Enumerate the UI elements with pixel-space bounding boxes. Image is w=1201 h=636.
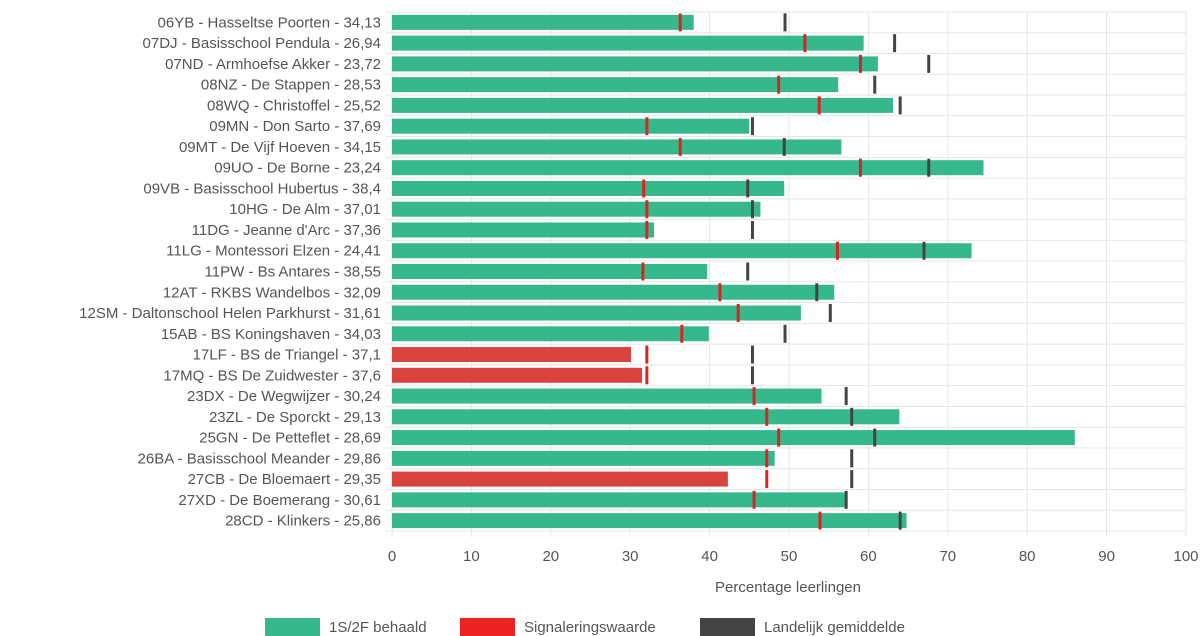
category-label: 17LF - BS de Triangel - 37,1: [193, 347, 381, 364]
bar: [392, 284, 835, 300]
bar: [392, 139, 842, 155]
category-label: 11LG - Montessori Elzen - 24,41: [166, 243, 381, 260]
x-tick-label: 90: [1098, 548, 1115, 565]
category-label: 08NZ - De Stappen - 28,53: [201, 77, 381, 94]
category-label: 09MN - Don Sarto - 37,69: [209, 118, 381, 135]
x-tick-label: 20: [542, 548, 559, 565]
category-label: 23DX - De Wegwijzer - 30,24: [187, 388, 381, 405]
x-tick-label: 80: [1019, 548, 1036, 565]
x-tick-label: 30: [622, 548, 639, 565]
legend-label-signalering: Signaleringswaarde: [524, 619, 656, 636]
bar: [392, 430, 1075, 446]
legend: 1S/2F behaald Signaleringswaarde Landeli…: [265, 618, 905, 636]
bar: [392, 471, 728, 487]
x-tick-label: 10: [463, 548, 480, 565]
bars: [392, 14, 1075, 529]
category-label: 27CB - De Bloemaert - 29,35: [188, 471, 381, 488]
category-label: 06YB - Hasseltse Poorten - 34,13: [158, 14, 381, 31]
x-tick-label: 60: [860, 548, 877, 565]
category-label: 23ZL - De Sporckt - 29,13: [209, 409, 381, 426]
legend-swatch-behaald: [265, 618, 320, 636]
x-tick-label: 100: [1173, 548, 1198, 565]
category-label: 12SM - Daltonschool Helen Parkhurst - 31…: [79, 305, 381, 322]
bar: [392, 264, 708, 279]
bar: [392, 347, 631, 363]
category-label: 09VB - Basisschool Hubertus - 38,4: [143, 180, 381, 197]
category-label: 15AB - BS Koningshaven - 34,03: [161, 326, 381, 343]
category-label: 08WQ - Christoffel - 25,52: [207, 97, 381, 114]
bar: [392, 492, 847, 508]
x-tick-label: 50: [781, 548, 798, 565]
bar: [392, 56, 878, 72]
category-label: 11DG - Jeanne d'Arc - 37,36: [192, 222, 381, 239]
category-label: 09UO - De Borne - 23,24: [214, 160, 381, 177]
category-label: 10HG - De Alm - 37,01: [229, 201, 381, 218]
category-label: 28CD - Klinkers - 25,86: [225, 513, 381, 530]
bar: [392, 35, 864, 51]
bar: [392, 450, 775, 466]
bar: [392, 388, 822, 404]
bar: [392, 160, 984, 176]
category-label: 25GN - De Petteflet - 28,69: [199, 430, 381, 447]
bar: [392, 243, 972, 259]
legend-swatch-signalering: [460, 618, 515, 636]
x-axis-title: Percentage leerlingen: [715, 579, 861, 596]
bar: [392, 118, 750, 134]
x-tick-label: 70: [939, 548, 956, 565]
bar: [392, 180, 785, 196]
bar: [392, 326, 709, 342]
legend-swatch-landelijk: [700, 618, 755, 636]
bar: [392, 367, 643, 383]
bar: [392, 305, 801, 321]
category-labels: 06YB - Hasseltse Poorten - 34,13 07DJ - B…: [79, 14, 381, 529]
bar: [392, 77, 839, 93]
markers: [641, 13, 931, 530]
legend-label-behaald: 1S/2F behaald: [329, 619, 427, 636]
bar: [392, 222, 655, 238]
category-label: 07ND - Armhoefse Akker - 23,72: [165, 56, 381, 73]
bar: [392, 14, 694, 30]
category-label: 09MT - De Vijf Hoeven - 34,15: [179, 139, 381, 156]
category-label: 26BA - Basisschool Meander - 29,86: [138, 450, 381, 467]
x-tick-label: 0: [388, 548, 396, 565]
x-tick-label: 40: [701, 548, 718, 565]
bar: [392, 513, 907, 529]
bar: [392, 201, 761, 217]
legend-label-landelijk: Landelijk gemiddelde: [764, 619, 905, 636]
bar: [392, 97, 894, 113]
category-label: 27XD - De Boemerang - 30,61: [178, 492, 381, 509]
bar: [392, 409, 900, 425]
category-label: 07DJ - Basisschool Pendula - 26,94: [143, 35, 381, 52]
category-label: 12AT - RKBS Wandelbos - 32,09: [163, 284, 381, 301]
category-label: 11PW - Bs Antares - 38,55: [205, 264, 381, 281]
category-label: 17MQ - BS De Zuidwester - 37,6: [163, 367, 381, 384]
x-tick-labels: 0 10 20 30 40 50 60 70 80 90 100: [388, 548, 1199, 565]
